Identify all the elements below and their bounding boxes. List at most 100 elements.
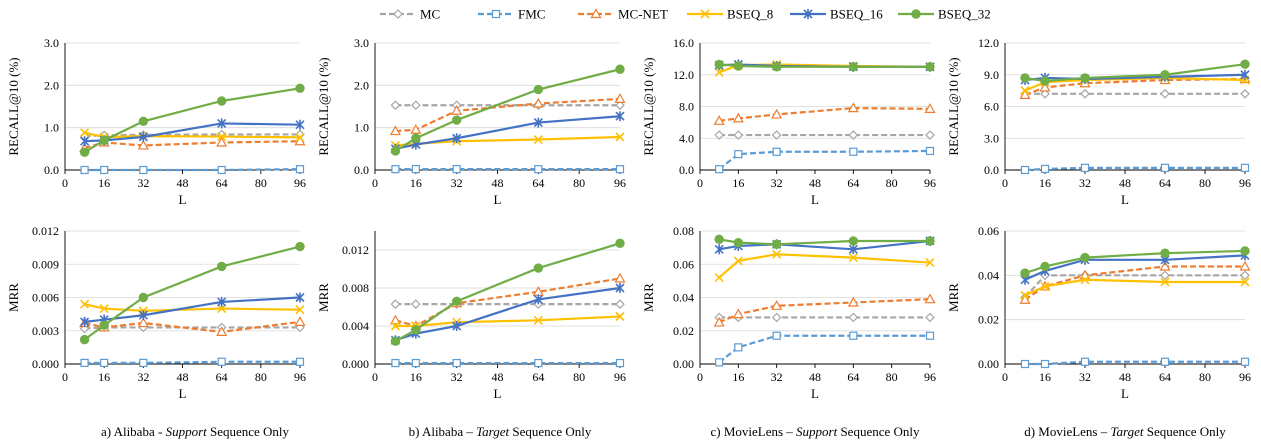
data-point (615, 132, 625, 142)
data-point (410, 100, 421, 111)
caption-a: a) Alibaba - Support Sequence Only (101, 424, 290, 439)
series-bseq-8 (1020, 275, 1250, 300)
data-point (217, 165, 226, 175)
data-point (1080, 357, 1090, 366)
data-point (533, 294, 543, 305)
x-tick-label: 48 (177, 370, 189, 384)
y-tick-label: 3.0 (44, 36, 59, 50)
data-point (295, 357, 305, 366)
data-point (615, 358, 625, 368)
data-point (389, 314, 401, 325)
y-tick-label: 2.0 (354, 78, 369, 92)
data-point (714, 244, 724, 255)
x-tick-label: 0 (697, 176, 703, 190)
x-tick-label: 16 (410, 176, 422, 190)
series-bseq-8 (390, 132, 625, 151)
series-mc-net (79, 316, 306, 336)
data-point (1160, 357, 1170, 366)
data-point (847, 102, 859, 113)
data-point (533, 134, 543, 145)
data-point (80, 316, 90, 327)
x-axis-label: L (811, 386, 819, 401)
x-axis-label: L (179, 386, 187, 401)
series-line (1024, 166, 1245, 172)
series-mc (390, 299, 625, 309)
data-point (452, 165, 461, 174)
y-axis-label: MRR (946, 283, 961, 312)
series-line (718, 253, 931, 279)
data-point (390, 336, 401, 346)
data-point (1080, 73, 1090, 83)
x-tick-label: 80 (886, 176, 898, 190)
y-tick-label: 1.0 (354, 121, 369, 135)
data-point (732, 308, 744, 319)
x-tick-label: 16 (732, 370, 744, 384)
data-point (615, 283, 625, 293)
x-tick-label: 16 (1039, 370, 1051, 384)
y-tick-label: 12.0 (673, 68, 694, 82)
series-bseq-8 (714, 249, 935, 283)
data-point (1020, 359, 1030, 369)
series-mc (1020, 88, 1250, 99)
data-point (1019, 89, 1031, 99)
legend: MC FMC MC-NET BSEQ_8 BSEQ_16 BSEQ_32 (380, 7, 991, 22)
data-point (533, 117, 543, 128)
x-tick-label: 32 (137, 370, 149, 384)
y-tick-label: 3.0 (354, 36, 369, 50)
data-point (1019, 293, 1031, 304)
legend-label: MC-NET (618, 7, 668, 22)
x-tick-label: 64 (216, 176, 228, 190)
x-tick-label: 96 (1239, 176, 1251, 190)
data-point (1240, 277, 1250, 287)
data-point (715, 165, 724, 174)
series-bseq-32 (1020, 59, 1250, 86)
data-point (734, 150, 743, 159)
y-tick-label: 0.008 (342, 281, 369, 295)
data-point (848, 244, 858, 255)
chart-d-mrr: 0.00 0.02 0.04 0.06 0 16 32 48 64 80 96 L MRR (946, 224, 1251, 401)
data-point (614, 93, 626, 103)
data-point (390, 299, 401, 309)
y-tick-label: 0.0 (44, 163, 59, 177)
data-point (80, 136, 90, 147)
y-axis-label: MRR (641, 283, 656, 312)
series-mc (714, 130, 935, 140)
y-tick-label: 0.009 (32, 257, 59, 271)
data-point (615, 299, 625, 309)
series-mc (390, 100, 625, 111)
data-point (410, 299, 421, 309)
data-point (533, 263, 544, 273)
y-axis-label: RECALL@10 (%) (316, 57, 331, 155)
y-axis-label: RECALL@10 (%) (641, 57, 656, 155)
data-point (713, 316, 725, 327)
data-point (216, 261, 227, 272)
y-axis-label: MRR (316, 283, 331, 312)
data-point (390, 146, 401, 156)
data-point (533, 84, 544, 95)
data-point (1240, 88, 1250, 99)
data-point (925, 331, 935, 340)
data-point (1160, 277, 1170, 287)
x-tick-label: 48 (809, 370, 821, 384)
data-point (1040, 164, 1050, 174)
data-point (849, 147, 858, 156)
legend-triangle-marker (590, 8, 602, 19)
x-tick-label: 0 (62, 176, 68, 190)
data-point (139, 165, 148, 175)
data-point (217, 304, 227, 314)
y-tick-label: 1.0 (44, 121, 59, 135)
data-point (848, 253, 858, 263)
y-tick-label: 6.0 (984, 100, 999, 114)
series-fmc (1020, 163, 1250, 175)
x-tick-label: 64 (532, 176, 544, 190)
data-point (410, 124, 422, 134)
data-point (848, 62, 859, 72)
data-point (615, 111, 625, 122)
legend-square-marker (491, 9, 501, 19)
data-point (79, 334, 90, 345)
x-tick-label: 0 (62, 370, 68, 384)
data-point (217, 296, 227, 307)
series-line (718, 334, 930, 364)
y-tick-label: 8.0 (679, 100, 694, 114)
